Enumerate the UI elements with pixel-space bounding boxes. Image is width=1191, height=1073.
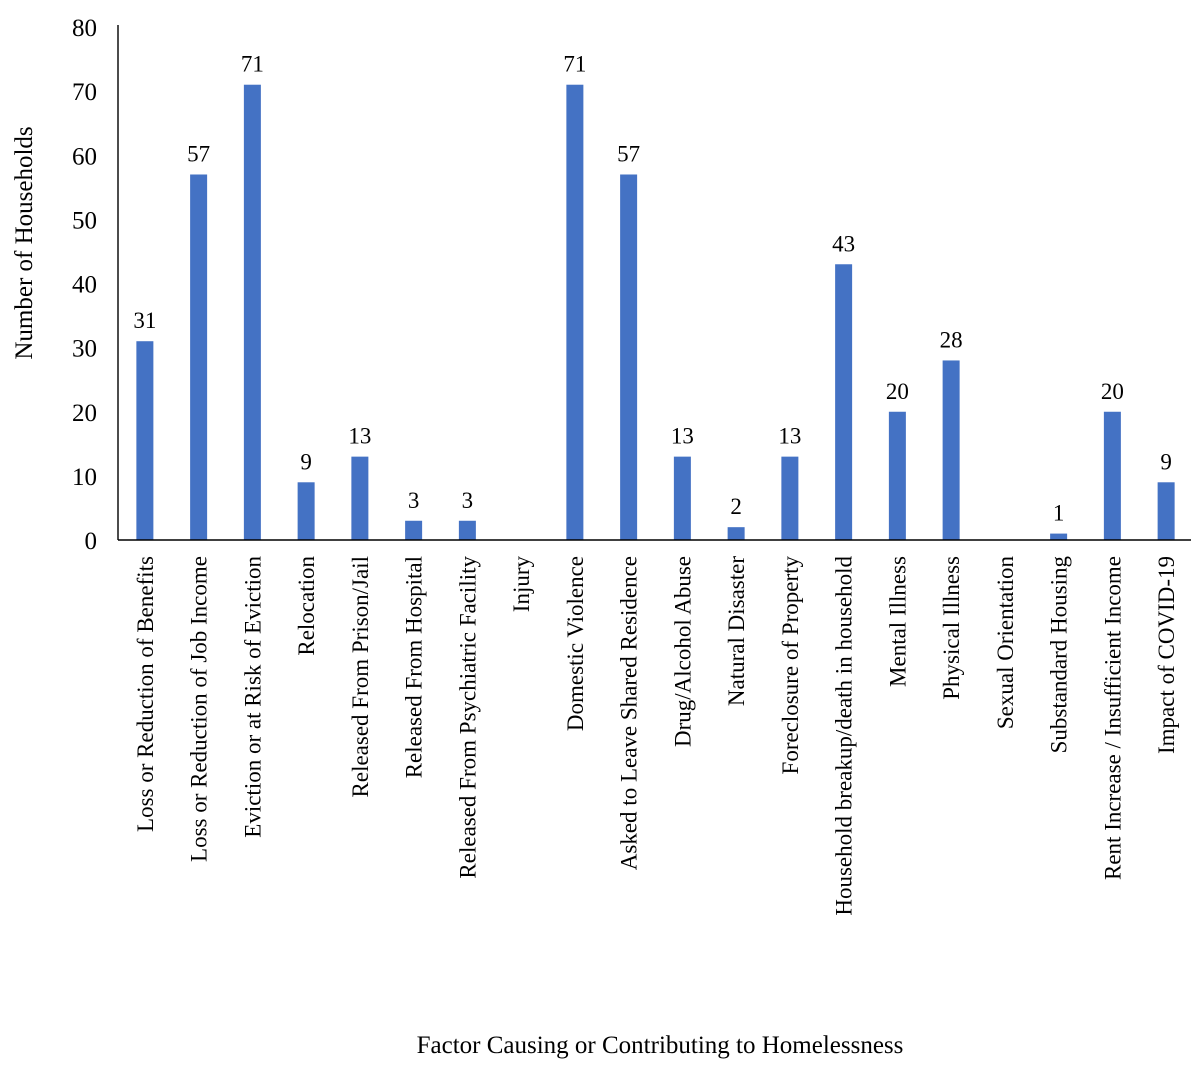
data-label: 2 [730,494,742,519]
x-tick-label: Domestic Violence [563,556,588,731]
x-tick-label: Natural Disaster [724,556,749,706]
x-tick-label: Loss or Reduction of Job Income [187,556,212,862]
bar [889,412,906,540]
data-label: 31 [133,308,156,333]
y-tick-label: 70 [72,79,97,106]
x-tick-label: Injury [509,556,534,613]
y-tick-label: 40 [72,272,97,299]
bar [674,457,691,540]
bar [566,85,583,540]
bar [351,457,368,540]
bar [781,457,798,540]
data-label: 13 [671,424,694,449]
data-label: 71 [241,52,264,77]
x-tick-label: Drug/Alcohol Abuse [670,556,695,747]
x-tick-label: Foreclosure of Property [778,556,803,775]
bar [1104,412,1121,540]
bar [190,174,207,540]
data-label: 43 [832,231,855,256]
x-tick-label: Substandard Housing [1047,556,1072,754]
data-label: 57 [617,141,640,166]
x-tick-label: Household breakup/death in household [832,556,857,916]
data-label: 9 [300,449,312,474]
bar [620,174,637,540]
bar [405,521,422,540]
y-tick-label: 30 [72,336,97,363]
bar [1050,534,1067,540]
y-tick-label: 10 [72,464,97,491]
data-label: 28 [940,327,963,352]
bar [459,521,476,540]
x-tick-label: Eviction or at Risk of Eviction [240,556,265,838]
x-tick-label: Rent Increase / Insufficient Income [1100,556,1125,880]
bars-group [136,85,1174,540]
data-label: 13 [778,424,801,449]
bar [136,341,153,540]
x-tick-label: Released From Psychiatric Facility [455,556,480,879]
data-label: 3 [408,488,420,513]
bar [943,360,960,540]
bar [298,482,315,540]
x-tick-label: Sexual Orientation [993,556,1018,730]
x-tick-label: Impact of COVID-19 [1154,556,1179,754]
x-tick-label: Released From Prison/Jail [348,556,373,797]
x-tick-labels: Loss or Reduction of Benefits Loss or Red… [133,556,1179,916]
y-tick-label: 50 [72,207,97,234]
x-tick-label: Asked to Leave Shared Residence [617,556,642,870]
axes-group [118,25,1191,540]
bar [244,85,261,540]
x-tick-label: Mental Illness [885,556,910,687]
data-label: 1 [1053,501,1065,526]
bar [835,264,852,540]
data-label: 13 [348,424,371,449]
x-axis-title: Factor Causing or Contributing to Homele… [417,1032,904,1059]
data-label: 20 [1101,379,1124,404]
bar [1158,482,1175,540]
y-tick-label: 20 [72,400,97,427]
data-label: 57 [187,141,210,166]
data-label: 9 [1160,449,1172,474]
x-tick-label: Physical Illness [939,556,964,700]
x-tick-label: Relocation [294,556,319,656]
data-labels: 31 57 71 9 13 3 3 71 57 13 2 13 43 20 28 1 20 9 [133,52,1172,526]
data-label: 71 [563,52,586,77]
y-tick-label: 80 [72,15,97,42]
x-tick-label: Released From Hospital [402,556,427,778]
y-tick-labels: 0 10 20 30 40 50 60 70 80 [72,15,97,555]
bar [728,527,745,540]
x-tick-label: Loss or Reduction of Benefits [133,556,158,832]
y-tick-label: 60 [72,143,97,170]
data-label: 3 [462,488,474,513]
y-tick-label: 0 [85,528,98,555]
y-axis-title: Number of Households [11,126,38,359]
data-label: 20 [886,379,909,404]
